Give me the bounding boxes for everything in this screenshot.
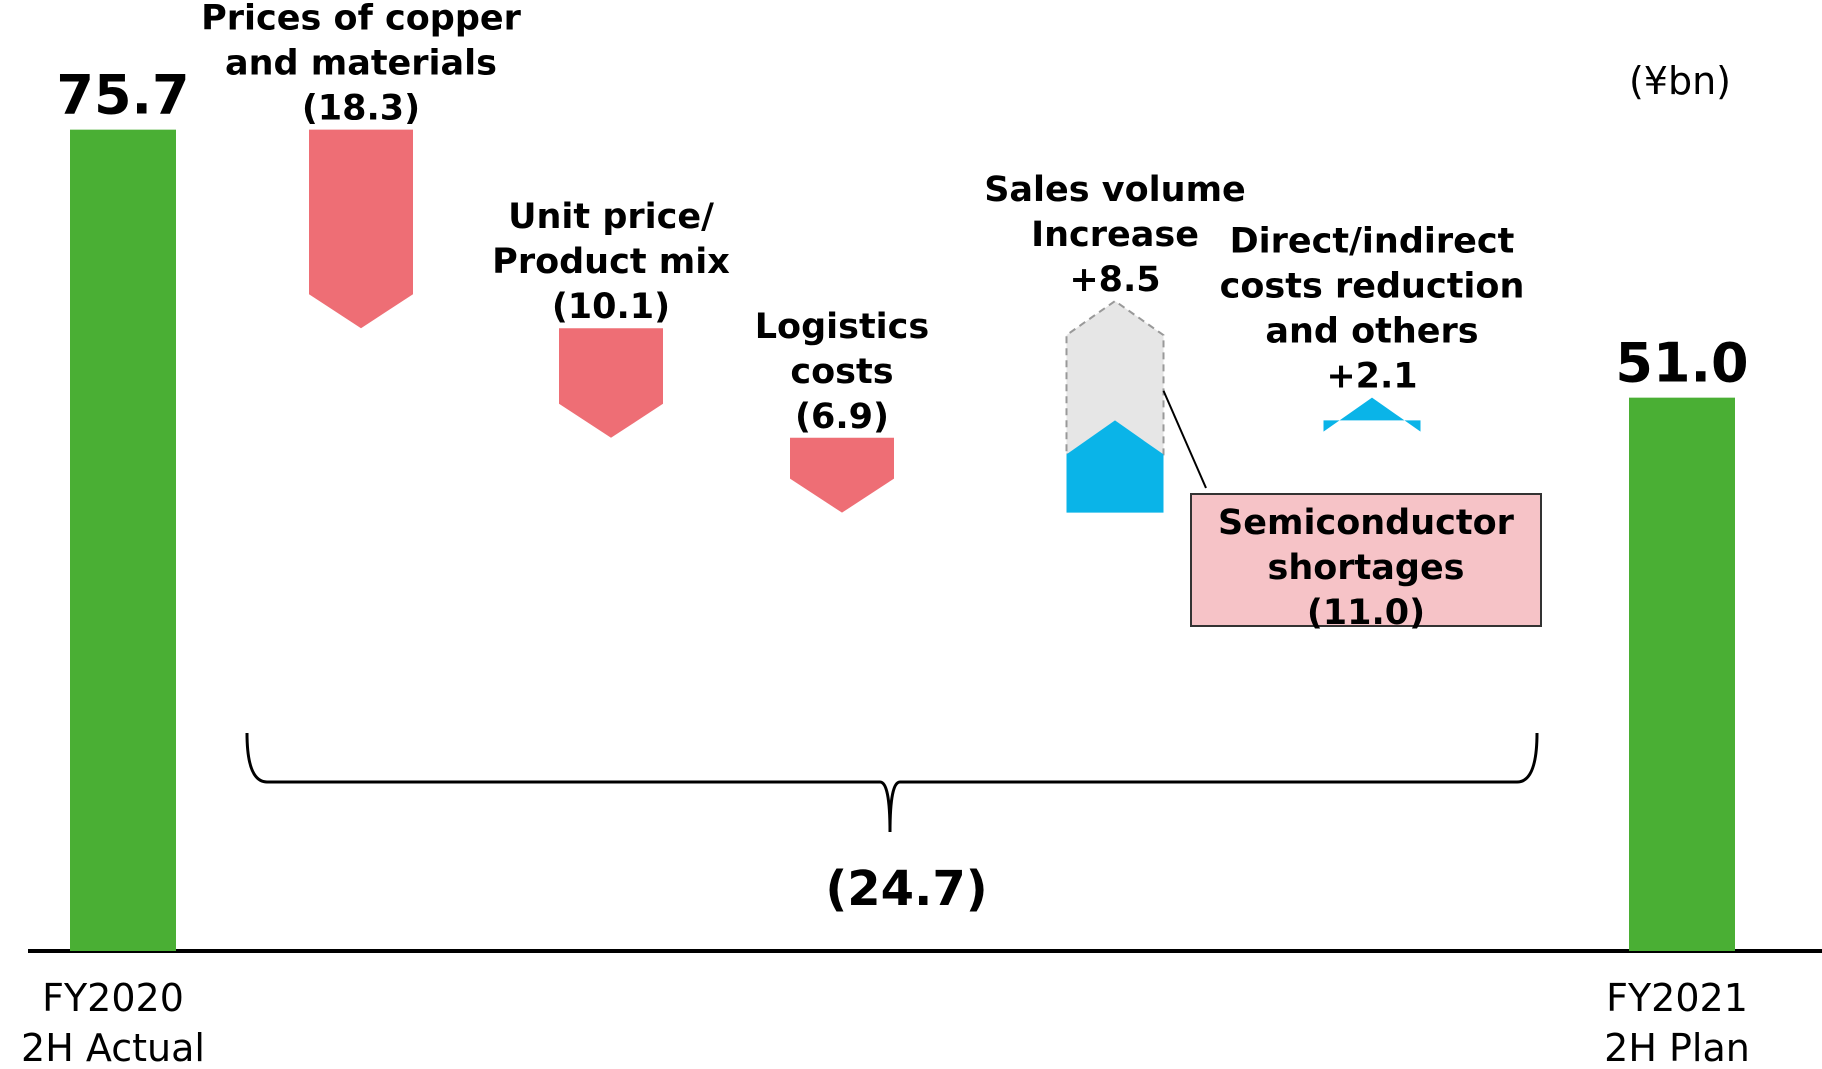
category-label: Product mix — [492, 242, 730, 282]
category-label: FY2020 — [42, 976, 184, 1020]
category-label: costs — [790, 352, 893, 392]
decrease-bar — [309, 129, 413, 329]
annotation-connector — [1162, 390, 1207, 489]
category-label: costs reduction — [1220, 267, 1525, 307]
annotation-label: Semiconductor — [1218, 503, 1515, 543]
category-label: and materials — [225, 44, 497, 84]
value-label: +8.5 — [1069, 260, 1160, 300]
bar — [1629, 397, 1735, 951]
category-label: 2H Actual — [21, 1026, 205, 1069]
value-label: +2.1 — [1326, 357, 1417, 397]
gross-increase-bar — [1065, 299, 1165, 456]
category-label: Prices of copper — [201, 0, 522, 39]
value-label: 75.7 — [56, 64, 189, 127]
category-label: Sales volume — [984, 170, 1246, 210]
decrease-bar — [559, 328, 663, 438]
annotation-value: (11.0) — [1307, 593, 1425, 633]
total-label: (24.7) — [825, 861, 987, 917]
decrease-bar — [790, 437, 894, 513]
category-label: Logistics — [755, 307, 930, 347]
increase-bar — [1066, 420, 1164, 513]
category-label: 2H Plan — [1604, 1026, 1750, 1069]
value-label: (10.1) — [552, 287, 670, 327]
category-label: FY2021 — [1606, 976, 1748, 1020]
total-bracket — [245, 732, 1539, 833]
value-label: 51.0 — [1615, 332, 1748, 395]
value-label: (6.9) — [795, 397, 889, 437]
category-label: Increase — [1031, 215, 1199, 255]
category-label: Unit price/ — [508, 197, 714, 237]
category-label: and others — [1265, 312, 1478, 352]
category-label: Direct/indirect — [1230, 222, 1515, 262]
increase-bar — [1323, 397, 1421, 432]
annotation-label: shortages — [1267, 548, 1464, 588]
bar — [70, 129, 176, 951]
annotation-box — [1190, 493, 1542, 627]
unit-label: (¥bn) — [1629, 59, 1731, 103]
value-label: (18.3) — [302, 89, 420, 129]
